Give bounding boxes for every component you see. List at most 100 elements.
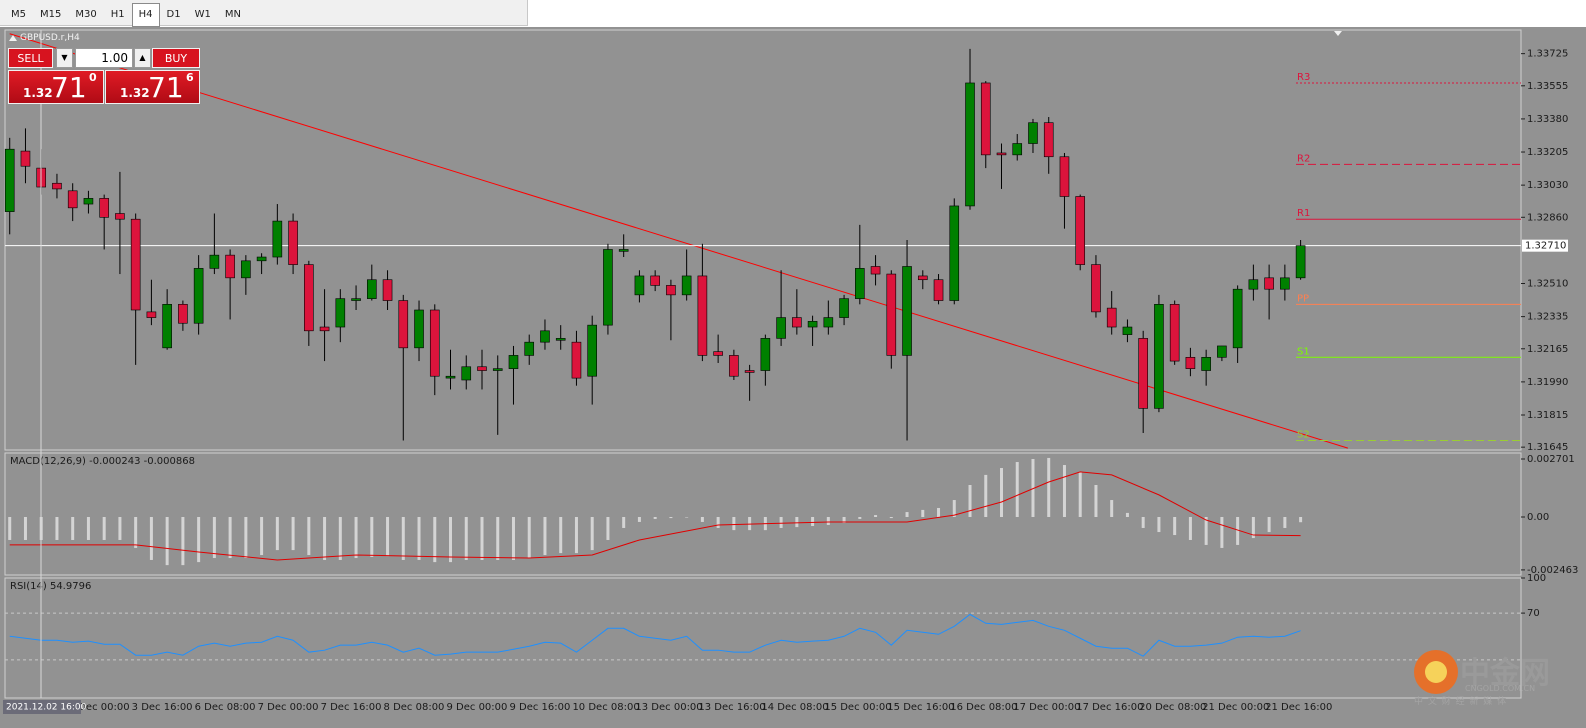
- candle-body: [382, 279, 393, 301]
- macd-bar: [968, 485, 972, 518]
- candle-body: [666, 285, 676, 296]
- y-tick-label: 1.31990: [1527, 377, 1568, 388]
- macd-bar: [23, 517, 27, 540]
- candle-body: [1169, 304, 1180, 362]
- candle-body: [1075, 196, 1086, 265]
- candle-body: [304, 264, 314, 332]
- macd-bar: [559, 517, 563, 554]
- candle-body: [697, 275, 708, 356]
- timeframe-tab[interactable]: M5: [11, 9, 26, 20]
- bid-fraction: 0: [89, 71, 97, 84]
- macd-bar: [574, 517, 578, 554]
- candle-body: [729, 355, 739, 377]
- macd-bar: [134, 517, 138, 548]
- candle-body: [1280, 277, 1290, 290]
- x-tick-label: 16 Dec 08:00: [950, 702, 1017, 713]
- buy-button[interactable]: BUY: [152, 48, 200, 68]
- macd-bar: [637, 517, 641, 522]
- macd-bar: [1204, 517, 1208, 545]
- macd-bar: [1062, 465, 1066, 518]
- x-tick-label: 9 Dec 16:00: [509, 702, 570, 713]
- sell-button[interactable]: SELL: [8, 48, 53, 68]
- candle-body: [1059, 156, 1070, 197]
- timeframe-tab[interactable]: M30: [75, 9, 97, 20]
- macd-bar: [86, 517, 90, 540]
- candle-body: [20, 150, 31, 167]
- main-panel: [4, 29, 1522, 451]
- macd-bar: [1157, 517, 1161, 533]
- y-tick-label: 0.002701: [1527, 454, 1575, 465]
- pivot-label: S1: [1297, 346, 1310, 357]
- macd-bar: [401, 517, 405, 560]
- timeframe-tab[interactable]: W1: [194, 9, 211, 20]
- candle-body: [1264, 277, 1274, 290]
- macd-bar: [386, 517, 390, 557]
- y-tick-label: 100: [1527, 573, 1546, 584]
- macd-bar: [795, 517, 799, 528]
- candle-body: [1091, 264, 1101, 313]
- macd-bar: [55, 517, 59, 540]
- bid-quote[interactable]: 1.32 71 0: [8, 70, 104, 104]
- macd-bar: [984, 474, 988, 518]
- pivot-label: R3: [1297, 72, 1310, 83]
- candle-body: [225, 254, 235, 279]
- timeframe-tab[interactable]: MN: [224, 9, 241, 20]
- candle-body: [130, 218, 141, 311]
- timeframe-tab[interactable]: H4: [131, 3, 160, 27]
- candle-body: [996, 152, 1007, 156]
- candle-body: [949, 205, 960, 301]
- bid-big: 1.32: [23, 86, 53, 100]
- macd-bar: [480, 517, 484, 560]
- macd-bar: [842, 517, 846, 524]
- macd-bar: [1094, 485, 1098, 518]
- macd-bar: [511, 517, 515, 560]
- macd-bar: [653, 517, 657, 519]
- candle-body: [870, 266, 881, 275]
- candle-body: [146, 311, 157, 318]
- x-tick-label: 8 Dec 08:00: [384, 702, 445, 713]
- candle-body: [193, 268, 204, 324]
- candle-body: [555, 338, 566, 341]
- macd-bar: [779, 517, 783, 528]
- macd-bar: [1188, 517, 1192, 540]
- candle-body: [1043, 122, 1054, 158]
- candle-body: [855, 268, 865, 299]
- candle-body: [52, 182, 62, 190]
- x-tick-label: 21 Dec 16:00: [1265, 702, 1332, 713]
- timeframe-tab[interactable]: H1: [110, 9, 125, 20]
- macd-bar: [260, 517, 264, 556]
- macd-bar: [370, 517, 374, 557]
- candle-body: [1122, 326, 1133, 335]
- x-tick-label: 17 Dec 16:00: [1076, 702, 1143, 713]
- candle-body: [429, 309, 440, 377]
- macd-bar: [165, 517, 169, 566]
- watermark-tagline: 中 文 财 经 新 媒 体: [1414, 697, 1508, 707]
- candle-body: [67, 190, 78, 209]
- lots-input[interactable]: 1.00: [75, 48, 133, 68]
- trend-line: [9, 33, 1348, 449]
- macd-panel: [4, 452, 1522, 576]
- candle-body: [445, 375, 456, 379]
- macd-bar: [244, 517, 248, 559]
- macd-bar: [228, 517, 232, 559]
- timeframe-tab[interactable]: M15: [40, 9, 62, 20]
- bid-pips: 71: [51, 71, 87, 104]
- lots-up[interactable]: ▲: [134, 48, 151, 68]
- timeframe-tab[interactable]: D1: [166, 9, 181, 20]
- candle-body: [744, 370, 755, 373]
- pivot-label: R1: [1297, 208, 1310, 219]
- candle-body: [524, 341, 535, 356]
- ask-quote[interactable]: 1.32 71 6: [105, 70, 200, 104]
- lots-dropdown[interactable]: ▼: [56, 48, 73, 68]
- macd-bar: [212, 517, 216, 559]
- y-tick-label: -0.002463: [1527, 565, 1578, 576]
- candle-body: [886, 273, 897, 356]
- candle-body: [115, 213, 125, 220]
- macd-bar: [496, 517, 500, 560]
- candle-body: [933, 279, 944, 301]
- macd-bar: [590, 517, 594, 551]
- current-price-box: [1522, 239, 1568, 252]
- candle-body: [414, 309, 424, 349]
- macd-bar: [622, 517, 626, 528]
